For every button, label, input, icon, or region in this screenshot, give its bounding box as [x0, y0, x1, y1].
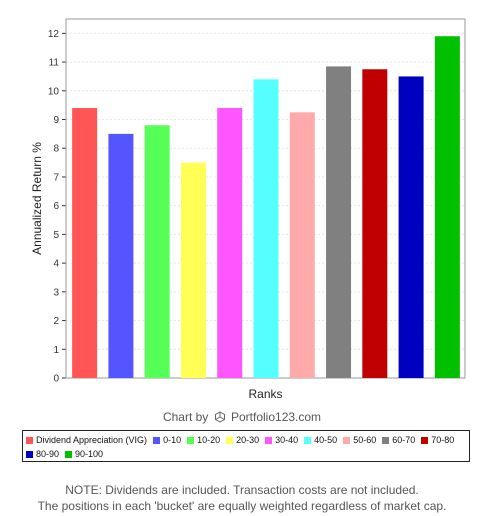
chart-legend: Dividend Appreciation (VIG) 0-10 10-20 20-3…: [22, 430, 470, 462]
y-tick-label: 4: [53, 259, 59, 270]
bar-20-30: [180, 162, 206, 378]
y-tick-label: 9: [53, 115, 59, 126]
legend-label: 10-20: [197, 435, 221, 445]
chart-credit: Chart by Portfolio123.com: [0, 410, 484, 424]
legend-label: Dividend Appreciation (VIG): [36, 435, 148, 445]
legend-item: 40-50: [304, 433, 337, 447]
legend-label: 80-90: [36, 449, 60, 459]
footnote-line-1: NOTE: Dividends are included. Transactio…: [65, 483, 419, 497]
y-tick-label: 11: [49, 58, 60, 69]
legend-swatch: [343, 436, 351, 444]
legend-label: 50-60: [353, 435, 377, 445]
y-tick-label: 0: [53, 374, 59, 385]
portfolio123-logo-icon: [214, 411, 225, 423]
bar-10-20: [144, 125, 170, 378]
legend-swatch: [265, 436, 273, 444]
y-axis-title: Annualized Return %: [30, 142, 44, 255]
legend-swatch: [26, 436, 33, 444]
legend-item: 30-40: [265, 433, 298, 447]
legend-swatch: [65, 450, 73, 458]
legend-swatch: [226, 436, 234, 444]
legend-item: 0-10: [153, 433, 181, 447]
bar-70-80: [362, 69, 388, 378]
legend-label: 30-40: [275, 435, 299, 445]
bar-60-70: [326, 66, 352, 378]
legend-swatch: [382, 436, 390, 444]
legend-item: 90-100: [65, 447, 103, 461]
legend-item: Dividend Appreciation (VIG): [26, 433, 147, 447]
legend-label: 0-10: [163, 435, 182, 445]
bar-80-90: [398, 76, 424, 378]
footnote: NOTE: Dividends are included. Transactio…: [0, 482, 484, 514]
y-tick-label: 8: [53, 144, 59, 155]
y-tick-label: 12: [48, 29, 60, 40]
legend-label: 20-30: [236, 435, 260, 445]
credit-brand: Portfolio123.com: [231, 410, 322, 424]
bar-50-60: [289, 112, 315, 378]
y-tick-label: 1: [53, 345, 59, 356]
y-tick-label: 3: [53, 287, 59, 298]
y-tick-label: 5: [53, 230, 59, 241]
legend-label: 90-100: [75, 449, 104, 459]
bar-90-100: [434, 36, 460, 379]
x-axis-title: Ranks: [248, 387, 282, 401]
credit-prefix: Chart by: [162, 410, 209, 424]
bar-30-40: [217, 108, 243, 379]
legend-swatch: [153, 436, 161, 444]
legend-item: 50-60: [343, 433, 376, 447]
bar-dividend-appreciation-vig-: [72, 108, 98, 379]
legend-swatch: [187, 436, 195, 444]
y-tick-label: 10: [48, 86, 60, 97]
bar-0-10: [108, 133, 134, 378]
y-tick-label: 7: [53, 172, 59, 183]
bar-40-50: [253, 79, 279, 378]
legend-item: 60-70: [382, 433, 415, 447]
legend-label: 70-80: [431, 435, 455, 445]
legend-label: 60-70: [392, 435, 416, 445]
legend-swatch: [421, 436, 429, 444]
legend-swatch: [304, 436, 312, 444]
legend-item: 20-30: [226, 433, 259, 447]
y-tick-label: 2: [53, 316, 59, 327]
legend-swatch: [26, 450, 33, 458]
legend-label: 40-50: [314, 435, 338, 445]
legend-item: 80-90: [26, 447, 59, 461]
footnote-line-2: The positions in each 'bucket' are equal…: [37, 499, 447, 513]
y-tick-label: 6: [53, 201, 59, 212]
legend-item: 70-80: [421, 433, 454, 447]
legend-item: 10-20: [187, 433, 220, 447]
